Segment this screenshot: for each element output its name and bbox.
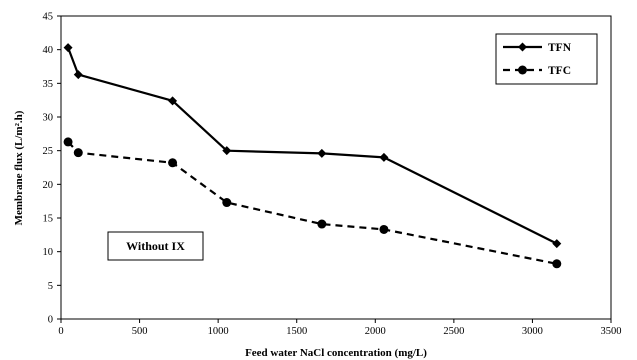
y-tick-label: 35 <box>43 79 54 90</box>
x-axis-ticks: 0 500 1000 1500 2000 2500 3000 3500 <box>58 319 622 337</box>
y-tick-label: 20 <box>43 180 54 191</box>
y-tick-label: 25 <box>43 146 54 157</box>
data-point-tfn <box>168 96 178 106</box>
data-point-tfn <box>63 43 73 53</box>
data-point-tfc <box>222 198 232 208</box>
y-axis-ticks: 0 5 10 15 20 25 30 35 40 45 <box>43 12 61 326</box>
annotation-box: Without IX <box>107 231 204 261</box>
legend-marker-tfn <box>518 42 527 52</box>
annotation-border <box>107 231 204 261</box>
x-tick-label: 1000 <box>208 326 229 337</box>
x-axis-title: Feed water NaCl concentration (mg/L) <box>245 347 427 359</box>
data-point-tfc <box>168 158 178 168</box>
annotation-text: Without IX <box>126 239 185 253</box>
data-point-tfc <box>63 137 73 147</box>
y-tick-label: 0 <box>48 315 53 326</box>
y-axis-title: Membrane flux (L/m².h) <box>13 110 25 225</box>
x-tick-label: 2500 <box>443 326 464 337</box>
data-point-tfc <box>317 219 327 229</box>
series-layer <box>63 43 562 269</box>
data-point-tfn <box>379 152 389 162</box>
data-point-tfn <box>222 146 232 156</box>
legend-label-tfc: TFC <box>548 65 571 77</box>
y-tick-label: 45 <box>43 12 54 23</box>
data-point-tfn <box>317 148 327 158</box>
y-tick-label: 5 <box>48 281 53 292</box>
data-point-tfn <box>552 239 562 249</box>
data-point-tfn <box>73 70 83 80</box>
y-tick-label: 10 <box>43 247 54 258</box>
legend: TFN TFC <box>495 33 598 85</box>
x-tick-label: 2000 <box>365 326 386 337</box>
y-tick-label: 40 <box>43 45 54 56</box>
x-tick-label: 3000 <box>522 326 543 337</box>
x-tick-label: 500 <box>132 326 148 337</box>
data-point-tfc <box>552 259 562 269</box>
data-point-tfc <box>73 148 83 158</box>
x-tick-label: 0 <box>58 326 63 337</box>
y-tick-label: 15 <box>43 214 54 225</box>
x-tick-label: 1500 <box>286 326 307 337</box>
legend-box <box>495 33 598 85</box>
y-tick-label: 30 <box>43 113 54 124</box>
x-tick-label: 3500 <box>601 326 622 337</box>
legend-marker-tfc <box>518 65 527 75</box>
legend-label-tfn: TFN <box>548 42 572 54</box>
data-point-tfc <box>379 224 389 234</box>
